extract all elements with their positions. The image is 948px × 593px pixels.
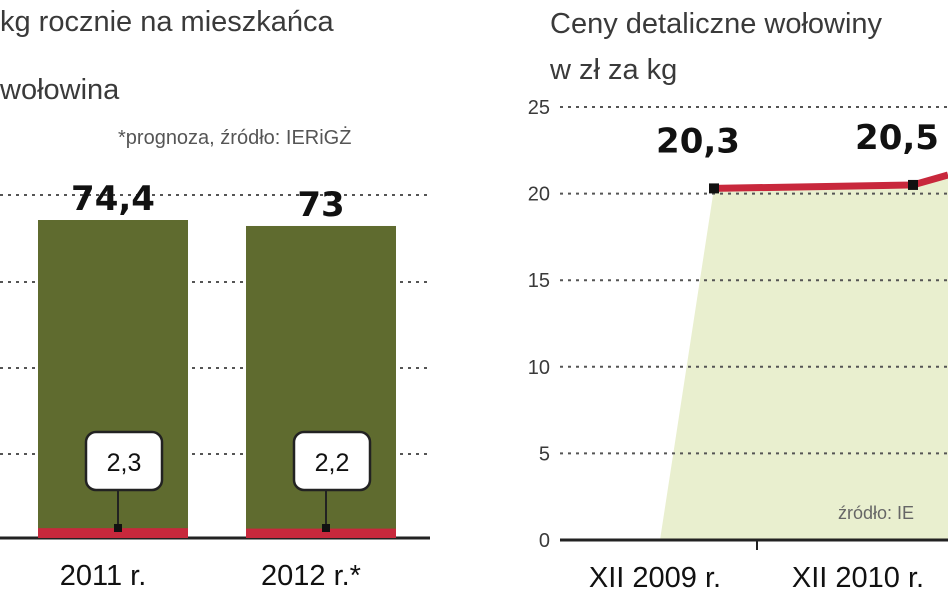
left-chart-title: kg rocznie na mieszkańca bbox=[0, 6, 334, 38]
y-tick-label: 5 bbox=[539, 443, 550, 465]
data-point bbox=[709, 183, 719, 194]
bar-beef-segment bbox=[38, 528, 188, 538]
bar-beef-segment bbox=[246, 528, 396, 538]
callout-value: 2,3 bbox=[107, 449, 142, 477]
y-tick-label: 10 bbox=[528, 357, 550, 379]
y-tick-label: 25 bbox=[528, 97, 550, 119]
x-tick-label: XII 2009 r. bbox=[589, 562, 721, 593]
y-tick-label: 15 bbox=[528, 270, 550, 292]
y-tick-label: 20 bbox=[528, 184, 550, 206]
data-label: 73 bbox=[297, 185, 344, 225]
x-tick-label: XII 2010 r. bbox=[792, 562, 924, 593]
callout-bubble bbox=[84, 430, 164, 492]
legend-label-beef: wołowina bbox=[0, 74, 120, 106]
y-tick-label: 0 bbox=[539, 530, 550, 552]
left-bar-chart: 74,4 2011 r. 2,3 73 2012 r.* 2,2 bbox=[0, 179, 430, 592]
right-chart-subtitle: w zł za kg bbox=[550, 54, 678, 86]
forecast-source-note: *prognoza, źródło: IERiGŻ bbox=[118, 127, 352, 149]
area-fill bbox=[660, 174, 948, 540]
callout-marker bbox=[322, 524, 330, 532]
x-tick-label: 2011 r. bbox=[60, 560, 147, 592]
data-point bbox=[908, 179, 918, 190]
x-tick-label: 2012 r.* bbox=[261, 560, 361, 592]
right-price-chart: 0 5 10 15 20 25 20,3 20,5 XII 2009 r. XII 2010 r. bbox=[528, 97, 948, 593]
callout-value: 2,2 bbox=[315, 449, 350, 477]
price-source-note: źródło: IE bbox=[838, 503, 915, 523]
data-label: 74,4 bbox=[71, 179, 155, 219]
callout-bubble bbox=[292, 430, 372, 492]
callout-marker bbox=[114, 524, 122, 532]
right-chart-title: Ceny detaliczne wołowiny bbox=[550, 8, 883, 40]
data-label: 20,3 bbox=[656, 121, 740, 161]
data-label: 20,5 bbox=[855, 118, 939, 158]
